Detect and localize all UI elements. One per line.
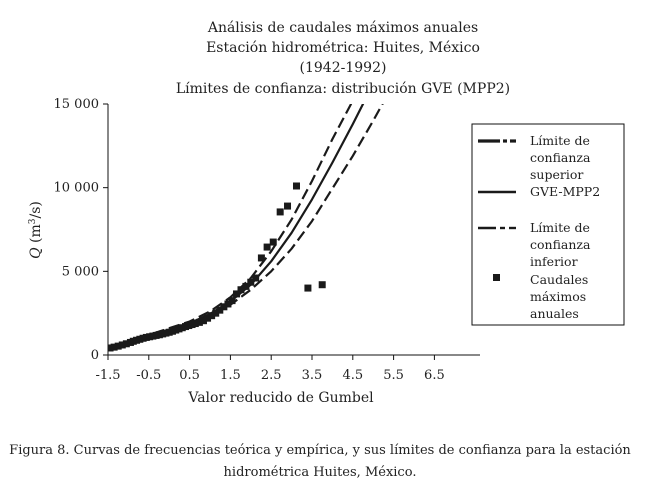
data-point — [304, 284, 312, 292]
title-line-1: Análisis de caudales máximos anuales — [207, 20, 478, 36]
x-axis-ticks: -1.5 -0.5 0.5 1.5 2.5 3.5 4.5 5.5 6.5 — [95, 355, 445, 383]
y-tick-label: 15 000 — [54, 97, 100, 112]
data-point — [237, 286, 245, 294]
data-point — [216, 306, 224, 314]
data-point — [276, 208, 284, 216]
series-observed-flows — [108, 182, 326, 352]
data-point — [208, 312, 216, 320]
y-axis-label-suffix: /s) — [28, 201, 44, 218]
legend-label: inferior — [530, 254, 578, 269]
x-tick-label: 0.5 — [179, 368, 200, 383]
title-line-2: Estación hidrométrica: Huites, México — [206, 40, 480, 56]
x-tick-label: 2.5 — [261, 368, 282, 383]
data-point — [247, 278, 255, 286]
legend-item: Límite de confianza superior — [478, 133, 591, 182]
series-line-0 — [108, 104, 353, 350]
title-line-3: (1942-1992) — [300, 60, 387, 76]
legend-label: Límite de — [530, 220, 590, 235]
data-point — [118, 341, 126, 349]
legend-label: Caudales — [530, 272, 588, 287]
data-point — [110, 343, 118, 351]
x-tick-label: -0.5 — [136, 368, 161, 383]
x-tick-label: 1.5 — [220, 368, 241, 383]
x-tick-label: 5.5 — [383, 368, 404, 383]
title-line-4: Límites de confianza: distribución GVE (… — [176, 81, 510, 97]
y-axis-label-symbol: Q — [28, 247, 44, 259]
chart-title: Análisis de caudales máximos anuales Est… — [176, 20, 510, 97]
data-point — [122, 340, 130, 348]
x-tick-label: -1.5 — [95, 368, 120, 383]
y-axis-label: Q (m3/s) — [28, 201, 44, 259]
legend: Límite de confianza superior GVE-MPP2 Límite… — [478, 133, 600, 321]
y-axis-label-unit: (m — [28, 224, 44, 247]
data-point — [284, 202, 292, 210]
data-point — [233, 290, 241, 298]
caption-line-1: Figura 8. Curvas de frecuencias teórica … — [9, 443, 631, 458]
legend-label: confianza — [530, 150, 591, 165]
y-tick-label: 0 — [91, 348, 99, 363]
data-point — [191, 320, 199, 328]
series-line-2 — [108, 104, 384, 350]
data-point — [242, 282, 250, 290]
data-point — [199, 317, 207, 325]
x-tick-label: 6.5 — [424, 368, 445, 383]
legend-label: GVE-MPP2 — [530, 184, 600, 199]
caption-line-2: hidrométrica Huites, México. — [224, 465, 417, 480]
data-point — [228, 297, 236, 305]
plot-area — [108, 104, 384, 352]
data-point — [252, 274, 260, 282]
x-tick-label: 4.5 — [342, 368, 363, 383]
data-point — [318, 281, 326, 289]
legend-label: máximos — [530, 289, 586, 304]
data-point — [257, 254, 265, 262]
data-point — [263, 243, 271, 251]
data-point — [114, 342, 122, 350]
series-line-1 — [108, 104, 365, 350]
data-point — [224, 300, 232, 308]
y-axis-ticks: 0 5 000 10 000 15 000 — [54, 97, 108, 363]
legend-label: Límite de — [530, 133, 590, 148]
data-point — [220, 303, 228, 311]
y-tick-label: 10 000 — [54, 181, 100, 196]
y-tick-label: 5 000 — [62, 264, 99, 279]
legend-label: superior — [530, 167, 583, 182]
legend-swatch — [493, 274, 500, 281]
x-tick-label: 3.5 — [302, 368, 323, 383]
legend-box — [471, 123, 625, 326]
data-point — [195, 318, 203, 326]
data-point — [212, 309, 220, 317]
data-point — [269, 238, 277, 246]
legend-item: Caudales máximos anuales — [493, 272, 588, 321]
legend-label: confianza — [530, 237, 591, 252]
legend-item: Límite de confianza inferior — [478, 220, 591, 269]
x-axis-label: Valor reducido de Gumbel — [187, 390, 374, 406]
data-point — [292, 182, 300, 190]
y-axis-label-sup: 3 — [28, 218, 38, 224]
legend-item: GVE-MPP2 — [478, 184, 600, 199]
legend-label: anuales — [530, 306, 579, 321]
data-point — [204, 314, 212, 322]
